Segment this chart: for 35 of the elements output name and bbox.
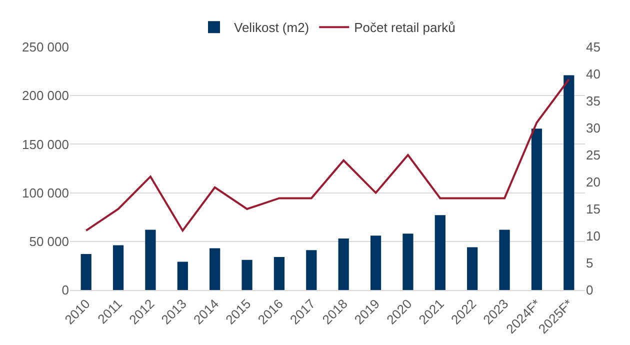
bar: [499, 230, 510, 290]
y-tick-label: 100 000: [22, 185, 69, 200]
bar: [531, 128, 542, 290]
y-tick-label: 200 000: [22, 88, 69, 104]
y-tick-label: 0: [62, 282, 69, 298]
y2-tick-label: 10: [586, 228, 600, 244]
y2-tick-label: 0: [586, 282, 594, 298]
bar: [370, 236, 382, 290]
y-tick-label: 150 000: [22, 136, 69, 152]
bar: [112, 245, 124, 290]
y2-tick-label: 20: [586, 174, 600, 190]
bar: [338, 238, 349, 290]
bar: [434, 215, 446, 290]
y-tick-label: 50 000: [29, 234, 69, 249]
y2-tick-label: 25: [586, 148, 600, 163]
legend-label: Velikost (m2): [234, 20, 310, 36]
bar: [564, 75, 574, 290]
y2-tick-label: 40: [586, 66, 600, 82]
y2-tick-label: 15: [586, 202, 600, 217]
bar: [210, 248, 220, 290]
bar: [402, 234, 414, 290]
bar: [177, 262, 188, 290]
bar: [145, 230, 156, 290]
legend-label: Počet retail parků: [354, 20, 456, 36]
bar: [274, 256, 285, 290]
y-tick-label: 250 000: [22, 40, 69, 55]
bar: [306, 250, 317, 290]
y2-tick-label: 35: [586, 94, 600, 109]
y2-tick-label: 5: [586, 256, 594, 271]
line-series: [85, 78, 570, 232]
y2-tick-label: 45: [586, 40, 600, 55]
bar: [242, 260, 252, 290]
y2-tick-label: 30: [586, 120, 600, 136]
bar: [467, 247, 478, 290]
bar: [80, 254, 92, 290]
